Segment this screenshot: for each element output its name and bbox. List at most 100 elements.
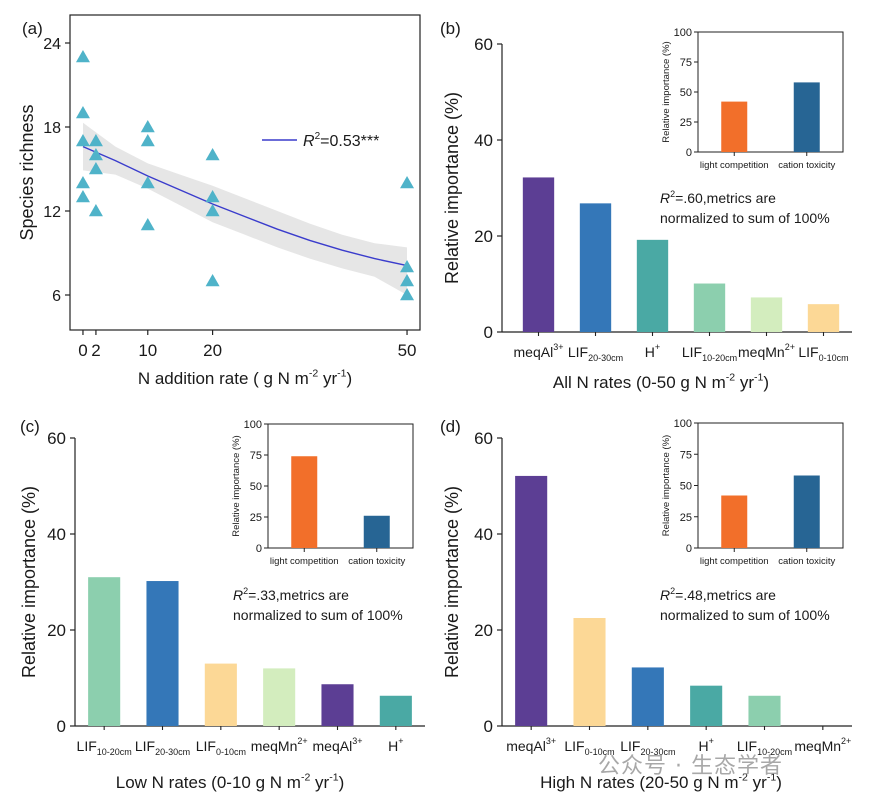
- inset-frame: [267, 423, 414, 549]
- y-tick-label: 20: [474, 227, 493, 246]
- y-tick-label: 20: [474, 621, 493, 640]
- category-sub: 10-20cm: [757, 747, 792, 757]
- x-tick-label: 20: [203, 341, 222, 360]
- x-tick-label: LIF10-20cm: [682, 344, 737, 363]
- inset-y-tick-label: 0: [686, 147, 692, 159]
- data-point: [140, 134, 155, 147]
- x-axis-title-end: ): [346, 369, 352, 388]
- category-sup: 2+: [297, 736, 307, 746]
- inset-x-tick-label: cation toxicity: [778, 160, 835, 171]
- data-point: [88, 162, 103, 175]
- x-axis-title: N addition rate ( g N m-2 yr-1): [138, 367, 352, 388]
- inset-y-tick-label: 0: [686, 543, 692, 555]
- category-base: meqMn: [738, 344, 785, 360]
- category-sup: 2+: [785, 342, 795, 352]
- inset-y-tick-label: 50: [250, 481, 262, 493]
- inset-bar: [363, 515, 390, 548]
- x-axis-title-unit: yr: [748, 773, 767, 792]
- plot-frame: [69, 14, 421, 331]
- annotation-exp: 2: [243, 586, 248, 596]
- inset-y-tick-label: 0: [256, 543, 262, 555]
- panel-label: (a): [22, 19, 43, 38]
- bar: [690, 685, 723, 726]
- data-point: [205, 204, 220, 217]
- x-tick-label: H+: [645, 342, 660, 360]
- y-tick-label: 12: [43, 204, 61, 221]
- bar: [748, 695, 781, 726]
- category-base: H: [698, 738, 708, 754]
- inset-bar: [721, 101, 748, 152]
- annotation: R2=.48,metrics are: [660, 586, 776, 603]
- annotation-r: R: [660, 587, 670, 603]
- category-base: LIF: [620, 738, 640, 754]
- annotation-r: R: [660, 190, 670, 206]
- category-base: LIF: [568, 344, 588, 360]
- category-sup: 2+: [841, 736, 851, 746]
- inset-y-tick-label: 100: [244, 419, 262, 431]
- inset-y-tick-label: 25: [680, 117, 692, 129]
- legend-label: R2=0.53***: [303, 131, 379, 150]
- annotation: R2=.33,metrics are: [233, 586, 349, 603]
- category-base: LIF: [682, 344, 702, 360]
- bar: [631, 667, 664, 726]
- category-base: LIF: [196, 738, 216, 754]
- confidence-band: [83, 122, 407, 295]
- y-axis-title: Relative importance (%): [442, 486, 462, 678]
- y-tick-label: 18: [43, 120, 61, 137]
- data-point: [400, 260, 415, 273]
- legend-r: R: [303, 133, 315, 150]
- y-tick-label: 24: [43, 36, 61, 53]
- x-tick-label: H+: [388, 736, 403, 754]
- x-tick-label: LIF20-30cm: [620, 738, 675, 757]
- category-base: meqMn: [794, 738, 841, 754]
- y-tick-label: 60: [474, 429, 493, 448]
- annotation-line2: normalized to sum of 100%: [660, 210, 830, 226]
- data-point: [88, 204, 103, 217]
- category-sub: 0-10cm: [585, 747, 615, 757]
- y-tick-label: 40: [47, 525, 66, 544]
- x-tick-label: LIF20-30cm: [135, 738, 190, 757]
- category-sup: +: [655, 342, 660, 352]
- x-axis-title-text: High N rates (20-50 g N m: [540, 773, 738, 792]
- x-tick-label: meqAl3+: [514, 342, 564, 360]
- annotation-line2: normalized to sum of 100%: [233, 607, 403, 623]
- bar: [636, 239, 669, 332]
- category-sub: 0-10cm: [819, 353, 849, 363]
- data-point: [75, 176, 90, 189]
- category-base: meqAl: [514, 344, 554, 360]
- x-tick-label: LIF0-10cm: [564, 738, 614, 757]
- category-sub: 20-30cm: [588, 353, 623, 363]
- data-point: [88, 148, 103, 161]
- category-sup: 3+: [352, 736, 362, 746]
- inset-y-axis-title: Relative importance (%): [661, 41, 672, 142]
- x-axis-title-exp: -1: [337, 367, 347, 379]
- inset-frame: [697, 31, 844, 153]
- bar: [204, 663, 237, 726]
- inset-y-axis-title: Relative importance (%): [661, 435, 672, 536]
- legend-exp: 2: [315, 131, 321, 142]
- inset-bar: [793, 475, 820, 548]
- x-axis-title-exp: -2: [726, 371, 736, 383]
- data-point: [140, 120, 155, 133]
- data-point: [400, 288, 415, 301]
- y-tick-label: 0: [57, 717, 66, 736]
- annotation: R2=.60,metrics are: [660, 189, 776, 206]
- inset-y-tick-label: 75: [680, 57, 692, 69]
- category-base: LIF: [798, 344, 818, 360]
- annotation-exp: 2: [670, 189, 675, 199]
- legend-value: =0.53***: [320, 133, 379, 150]
- category-sub: 0-10cm: [216, 747, 246, 757]
- annotation-line1: =.60,metrics are: [675, 190, 776, 206]
- bar: [379, 695, 412, 726]
- bar: [522, 177, 555, 332]
- y-axis-title: Species richness: [17, 104, 37, 240]
- panel-label: (b): [440, 19, 461, 38]
- data-point: [205, 148, 220, 161]
- bar: [88, 577, 121, 726]
- x-tick-label: LIF0-10cm: [196, 738, 246, 757]
- bar: [321, 684, 354, 726]
- inset-y-tick-label: 50: [680, 481, 692, 493]
- x-tick-label: H+: [698, 736, 713, 754]
